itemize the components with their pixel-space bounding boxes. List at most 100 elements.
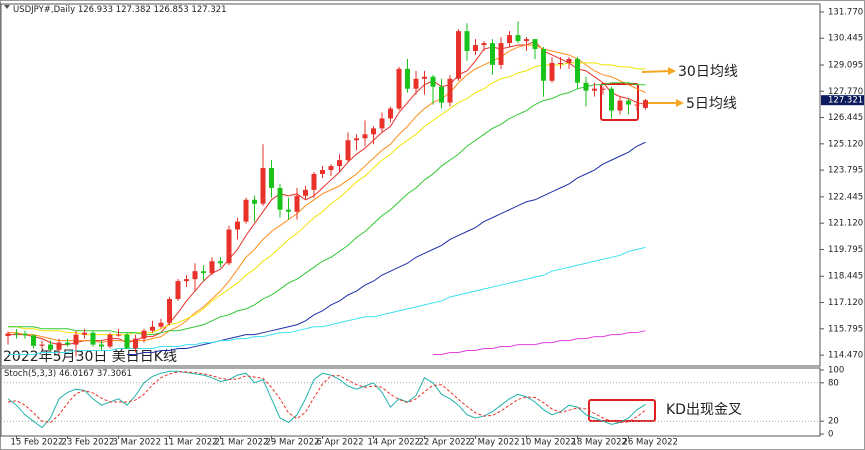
x-tick-label: 23 Feb 2022 (62, 438, 115, 448)
y-tick-label: 126.445 (828, 113, 863, 123)
stoch-line (7, 370, 646, 429)
annotation: 5日均线 (686, 96, 737, 112)
candle-body (507, 35, 512, 44)
x-tick-label: 6 Apr 2022 (317, 438, 364, 448)
candle-body (600, 88, 606, 90)
symbol-title: USDJPY#,Daily (13, 5, 75, 15)
candle-body (31, 335, 36, 346)
x-tick-label: 2 May 2022 (470, 438, 520, 448)
arrow-head (676, 99, 684, 107)
candle-body (260, 168, 266, 204)
candle-body (447, 78, 453, 103)
y-tick-label: 20 (828, 417, 839, 427)
candle-body (133, 338, 138, 349)
x-tick-label: 14 Apr 2022 (368, 438, 421, 448)
candle-body (167, 298, 172, 323)
candle-body (634, 104, 640, 106)
close-value: 127.321 (191, 5, 226, 15)
candle-body (643, 100, 648, 108)
moving-average (433, 330, 646, 355)
arrow (641, 70, 671, 73)
candle-body (575, 58, 580, 83)
candle-body (201, 271, 206, 274)
y-tick-label: 125.120 (828, 139, 863, 149)
menu-icon (4, 5, 10, 9)
candle-body (175, 281, 181, 299)
candle-body (243, 199, 249, 222)
candle-body (345, 140, 351, 161)
stoch-panel (0, 367, 821, 437)
k-value: 46.0167 (59, 369, 94, 379)
candle-body (235, 221, 240, 230)
candle-body (524, 39, 529, 42)
x-tick-label: 3 Mar 2022 (113, 438, 161, 448)
main-panel (0, 3, 821, 367)
candle-body (583, 82, 589, 91)
candle-body (39, 344, 45, 346)
d-value: 37.3061 (97, 369, 132, 379)
candle-body (226, 229, 232, 264)
candle-body (413, 78, 419, 89)
candle-body (90, 332, 96, 345)
y-tick-label: 122.445 (828, 192, 863, 202)
candle-body (82, 332, 87, 335)
candle-body (107, 334, 113, 347)
candle-body (277, 187, 283, 210)
candle-body (498, 43, 504, 65)
candle-body (558, 62, 563, 64)
candle-body (124, 334, 130, 349)
candle-body (464, 31, 470, 52)
candle-body (396, 68, 402, 109)
candle-body (65, 342, 70, 345)
x-tick-label: 22 Apr 2022 (419, 438, 472, 448)
annotation: KD出现金叉 (666, 402, 742, 418)
y-tick-label: 123.795 (828, 166, 863, 176)
candle-body (362, 134, 368, 139)
y-tick-label: 127.770 (828, 87, 863, 97)
header: USDJPY#,Daily 126.933 127.382 126.853 12… (13, 5, 227, 15)
candle-body (532, 39, 538, 50)
moving-average (8, 44, 646, 344)
candle-body (99, 344, 104, 347)
candle-body (269, 168, 274, 188)
candle-body (320, 170, 325, 174)
x-tick-label: 26 May 2022 (623, 438, 678, 448)
current-price: 127.321 (828, 96, 863, 106)
candle-body (473, 45, 478, 52)
y-tick-label: 118.445 (828, 272, 863, 282)
candle-body (252, 199, 257, 204)
candle-body (371, 128, 376, 135)
candle-body (328, 166, 334, 171)
candle-body (456, 31, 461, 79)
candle-body (184, 279, 189, 282)
open-value: 126.933 (78, 5, 113, 15)
candle-body (294, 195, 300, 212)
candle-body (14, 333, 19, 335)
candle-body (141, 330, 147, 339)
candle-body (388, 108, 393, 119)
y-tick-label: 117.120 (828, 298, 863, 308)
candle-body (5, 333, 11, 337)
y-tick-label: 131.770 (828, 7, 863, 17)
stoch-header: Stoch(5,3,3) 46.0167 37.3061 (4, 369, 132, 379)
y-tick-label: 80 (828, 378, 839, 388)
x-tick-label: 18 May 2022 (572, 438, 627, 448)
y-tick-label: 114.470 (828, 351, 863, 361)
y-tick-label: 115.795 (828, 324, 863, 334)
y-tick-label: 130.445 (828, 34, 863, 44)
candle-body (48, 344, 53, 350)
candle-body (609, 88, 614, 111)
candle-body (286, 209, 291, 212)
candle-body (209, 261, 215, 274)
candle-body (626, 100, 631, 105)
candle-body (354, 138, 359, 141)
moving-average (8, 40, 646, 346)
stoch-title: Stoch(5,3,3) (4, 369, 56, 379)
x-tick-label: 29 Mar 2022 (266, 438, 320, 448)
y-tick-label: 129.095 (828, 60, 863, 70)
y-tick-label: 121.120 (828, 219, 863, 229)
candle-body (439, 86, 444, 103)
moving-average (8, 246, 646, 355)
low-value: 126.853 (154, 5, 189, 15)
